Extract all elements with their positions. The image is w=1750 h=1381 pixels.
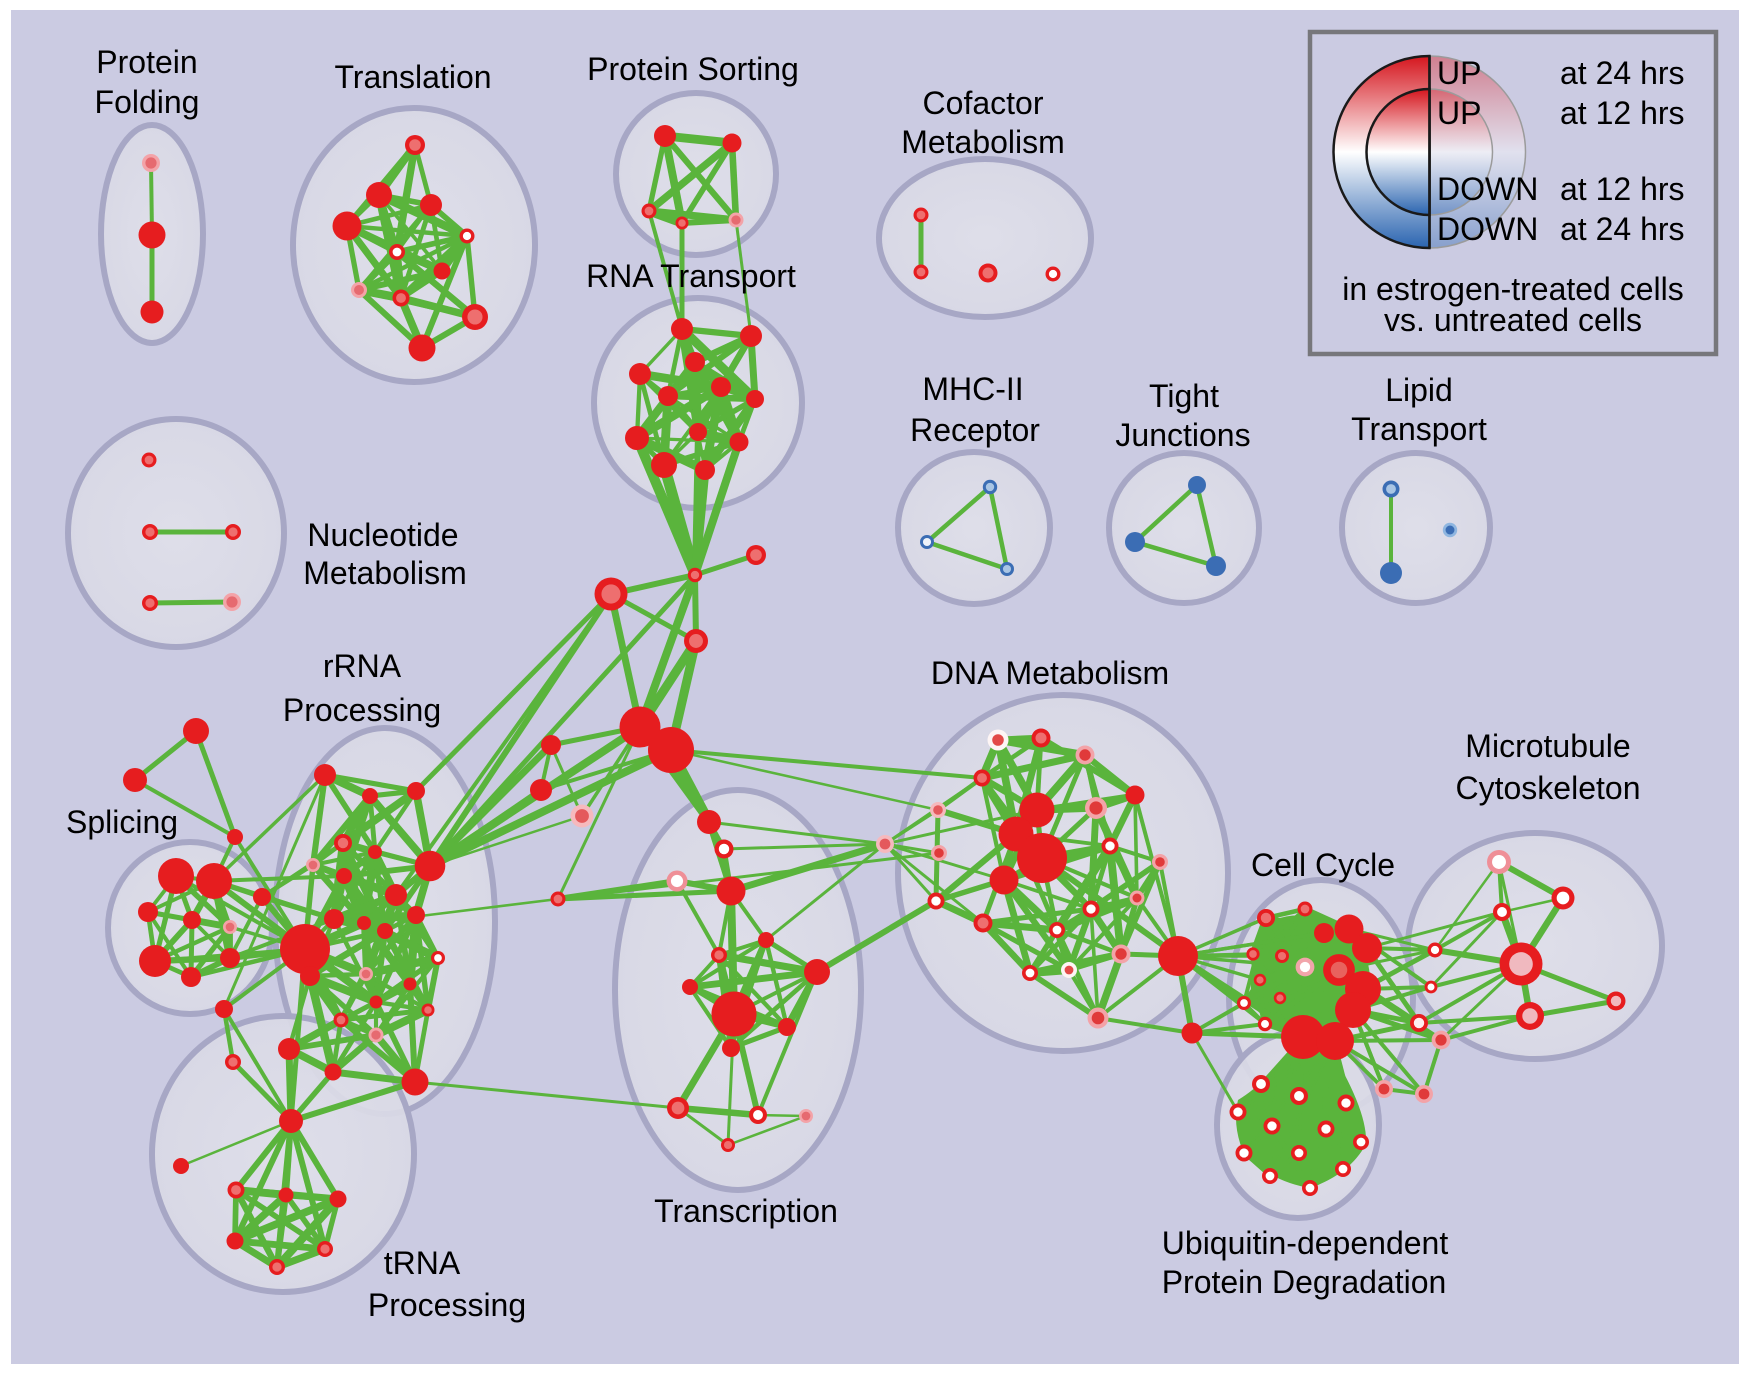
svg-text:Cell Cycle: Cell Cycle [1251, 847, 1395, 883]
svg-text:UP: UP [1437, 95, 1481, 131]
svg-text:in estrogen-treated cells: in estrogen-treated cells [1342, 271, 1684, 307]
svg-text:DOWN: DOWN [1437, 211, 1538, 247]
svg-text:Tight: Tight [1149, 378, 1219, 414]
svg-text:Protein Sorting: Protein Sorting [587, 51, 799, 87]
svg-text:Metabolism: Metabolism [901, 124, 1065, 160]
svg-text:Receptor: Receptor [910, 412, 1040, 448]
svg-text:Lipid: Lipid [1385, 372, 1453, 408]
svg-text:Microtubule: Microtubule [1465, 728, 1630, 764]
svg-text:RNA Transport: RNA Transport [586, 258, 796, 294]
svg-text:DNA Metabolism: DNA Metabolism [931, 655, 1169, 691]
svg-text:Protein Degradation: Protein Degradation [1162, 1264, 1447, 1300]
svg-text:Ubiquitin-dependent: Ubiquitin-dependent [1162, 1225, 1449, 1261]
svg-text:Processing: Processing [368, 1287, 526, 1323]
svg-text:DOWN: DOWN [1437, 171, 1538, 207]
svg-text:Metabolism: Metabolism [303, 555, 467, 591]
svg-text:Processing: Processing [283, 692, 441, 728]
svg-text:Cytoskeleton: Cytoskeleton [1456, 770, 1641, 806]
svg-text:Folding: Folding [95, 84, 200, 120]
svg-text:MHC-II: MHC-II [922, 371, 1023, 407]
svg-text:at 24 hrs: at 24 hrs [1560, 211, 1685, 247]
svg-text:Junctions: Junctions [1115, 417, 1250, 453]
svg-text:at 24 hrs: at 24 hrs [1560, 55, 1685, 91]
svg-text:Nucleotide: Nucleotide [307, 517, 458, 553]
svg-text:vs. untreated cells: vs. untreated cells [1384, 302, 1642, 338]
svg-text:rRNA: rRNA [323, 648, 402, 684]
svg-text:tRNA: tRNA [384, 1245, 461, 1281]
svg-text:Protein: Protein [96, 44, 197, 80]
svg-text:Transport: Transport [1351, 411, 1487, 447]
svg-text:Transcription: Transcription [654, 1193, 838, 1229]
svg-text:UP: UP [1437, 55, 1481, 91]
svg-text:Cofactor: Cofactor [923, 85, 1044, 121]
svg-text:at 12 hrs: at 12 hrs [1560, 95, 1685, 131]
svg-text:at 12 hrs: at 12 hrs [1560, 171, 1685, 207]
svg-text:Splicing: Splicing [66, 804, 178, 840]
svg-text:Translation: Translation [334, 59, 491, 95]
